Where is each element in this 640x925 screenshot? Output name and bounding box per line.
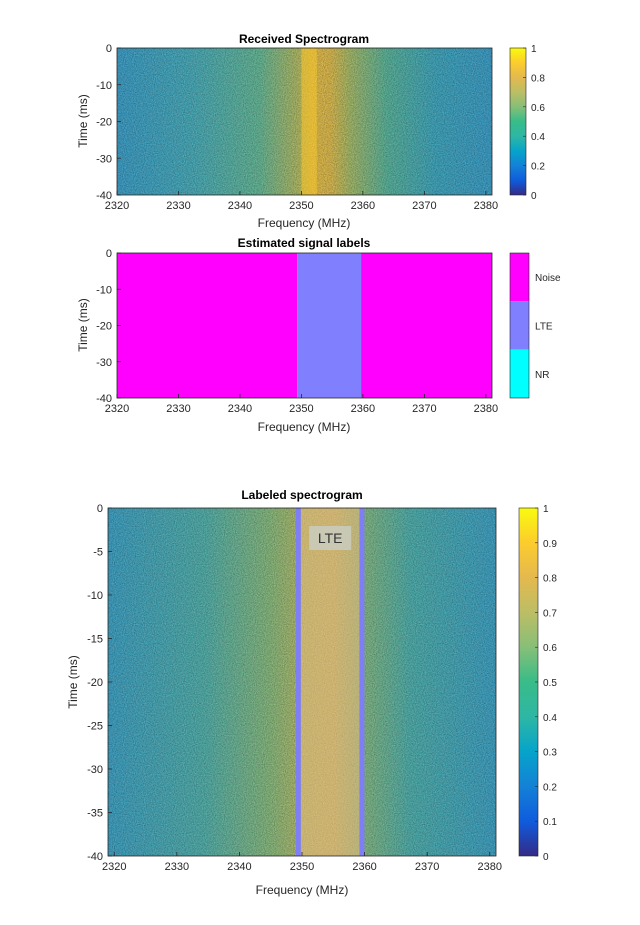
chart2-colorbar-border [509, 252, 530, 399]
chart1-y-tick-label: 0 [106, 43, 112, 55]
chart1-colorbar [509, 47, 527, 196]
chart3-x-tick-label: 2360 [352, 861, 376, 873]
chart2-x-tick-label: 2360 [351, 403, 375, 415]
chart3-x-tick-label: 2330 [165, 861, 189, 873]
chart3-colorbar-tick-label: 0.2 [543, 782, 557, 793]
chart3-y-tick-label: -5 [93, 547, 103, 559]
chart3-colorbar-tick-label: 0.3 [543, 748, 557, 759]
chart-estimated-signal-labels: Estimated signal labels 2320 2330 2340 2350… [76, 236, 561, 434]
chart2-x-tick-label: 2330 [166, 403, 190, 415]
chart1-y-tick-label: -10 [96, 80, 112, 92]
chart3-colorbar-tick-label: 0.9 [543, 539, 557, 550]
chart1-colorbar-tick-label: 0.2 [531, 162, 545, 173]
chart2-region-noise [361, 253, 492, 398]
chart3-colorbar-tick-label: 0.7 [543, 608, 557, 619]
chart2-colorbar-label: LTE [535, 322, 553, 333]
chart3-x-tick-label: 2340 [227, 861, 251, 873]
chart1-x-tick-label: 2340 [228, 200, 252, 212]
chart2-xlabel: Frequency (MHz) [258, 420, 351, 434]
chart3-y-tick-label: -35 [87, 808, 103, 820]
chart2-colorbar-swatch-lte [510, 301, 529, 350]
chart2-y-tick-label: 0 [106, 248, 112, 260]
chart2-x-tick-label: 2370 [412, 403, 436, 415]
chart1-colorbar-tick-label: 0.8 [531, 73, 545, 84]
chart1-y-tick-label: -30 [96, 153, 112, 165]
chart3-colorbar-tick-label: 0.5 [543, 678, 557, 689]
chart1-plot-area [117, 48, 492, 195]
chart3-x-tick-label: 2380 [477, 861, 501, 873]
chart1-x-tick-label: 2370 [412, 200, 436, 212]
chart3-ylabel: Time (ms) [66, 655, 80, 709]
chart1-x-tick-label: 2350 [289, 200, 313, 212]
chart3-x-tick-label: 2350 [290, 861, 314, 873]
chart3-annotation: LTE [318, 530, 343, 546]
chart2-colorbar-swatch-nr [510, 349, 529, 398]
chart-labeled-spectrogram: Labeled spectrogram LTE 2320 2330 2340 2350… [66, 488, 557, 897]
chart3-colorbar-ticks: 1 0.9 0.8 0.7 0.6 0.5 0.4 0.3 0.2 0.1 0 [535, 504, 557, 863]
chart2-y-tick-label: -40 [96, 393, 112, 405]
chart1-x-ticks: 2320 2330 2340 2350 2360 2370 2380 [105, 191, 498, 212]
chart3-x-tick-label: 2320 [102, 861, 126, 873]
chart-received-spectrogram: Received Spectrogram 2320 2330 2340 2350 236… [76, 32, 545, 230]
chart2-region-lte [297, 253, 362, 398]
chart1-x-tick-label: 2360 [351, 200, 375, 212]
chart3-y-tick-label: -10 [87, 590, 103, 602]
chart3-colorbar-tick-label: 0.6 [543, 643, 557, 654]
chart1-colorbar-tick-label: 0.6 [531, 103, 545, 114]
chart3-colorbar-tick-label: 0.1 [543, 817, 557, 828]
chart3-label-overlay [298, 508, 362, 856]
chart2-x-tick-label: 2380 [474, 403, 498, 415]
chart3-colorbar-tick-label: 0 [543, 852, 549, 863]
chart3-x-ticks: 2320 2330 2340 2350 2360 2370 2380 [102, 852, 502, 873]
chart2-y-tick-label: -10 [96, 284, 112, 296]
chart3-colorbar-tick-label: 0.8 [543, 574, 557, 585]
chart2-colorbar-label: NR [535, 370, 549, 381]
chart3-plot-area: LTE [108, 508, 496, 856]
chart3-label-edge-right [359, 508, 365, 856]
chart2-x-tick-label: 2350 [289, 403, 313, 415]
chart3-title: Labeled spectrogram [241, 488, 362, 502]
chart1-y-tick-label: -20 [96, 117, 112, 129]
chart2-x-tick-label: 2320 [105, 403, 129, 415]
chart1-x-tick-label: 2380 [474, 200, 498, 212]
chart3-y-tick-label: -15 [87, 634, 103, 646]
chart2-title: Estimated signal labels [238, 236, 371, 250]
chart3-xlabel: Frequency (MHz) [256, 883, 349, 897]
chart2-colorbar-label: Noise [535, 273, 561, 284]
chart3-y-ticks: 0 -5 -10 -15 -20 -25 -30 -35 -40 [87, 503, 112, 863]
chart1-x-tick-label: 2330 [166, 200, 190, 212]
chart2-region-noise [117, 253, 298, 398]
chart1-colorbar-tick-label: 0.4 [531, 132, 545, 143]
chart3-x-tick-label: 2370 [415, 861, 439, 873]
chart1-colorbar-ticks: 1 0.8 0.6 0.4 0.2 0 [523, 44, 545, 202]
chart3-colorbar-tick-label: 0.4 [543, 713, 557, 724]
chart1-colorbar-tick-label: 0 [531, 191, 537, 202]
chart2-regions [117, 253, 492, 398]
chart2-y-tick-label: -20 [96, 321, 112, 333]
chart2-colorbar: Noise LTE NR [509, 252, 561, 399]
chart1-y-tick-label: -40 [96, 190, 112, 202]
chart2-colorbar-swatch-noise [510, 253, 529, 302]
chart1-xlabel: Frequency (MHz) [258, 216, 351, 230]
chart3-y-tick-label: -25 [87, 721, 103, 733]
chart3-y-tick-label: -20 [87, 677, 103, 689]
chart3-y-tick-label: 0 [97, 503, 103, 515]
chart1-title: Received Spectrogram [239, 32, 369, 46]
chart2-y-tick-label: -30 [96, 357, 112, 369]
chart2-x-ticks: 2320 2330 2340 2350 2360 2370 2380 [105, 394, 498, 415]
chart2-ylabel: Time (ms) [76, 298, 90, 352]
chart3-annotation-box [309, 526, 352, 550]
chart1-colorbar-tick-label: 1 [531, 44, 537, 55]
chart3-y-tick-label: -40 [87, 851, 103, 863]
chart3-label-edge-left [295, 508, 301, 856]
chart3-y-tick-label: -30 [87, 764, 103, 776]
chart3-colorbar-tick-label: 1 [543, 504, 549, 515]
chart1-signal-band [301, 48, 317, 195]
chart1-x-tick-label: 2320 [105, 200, 129, 212]
chart2-x-tick-label: 2340 [228, 403, 252, 415]
chart2-y-ticks: 0 -10 -20 -30 -40 [96, 248, 121, 405]
chart1-ylabel: Time (ms) [76, 94, 90, 148]
chart1-y-ticks: 0 -10 -20 -30 -40 [96, 43, 121, 202]
